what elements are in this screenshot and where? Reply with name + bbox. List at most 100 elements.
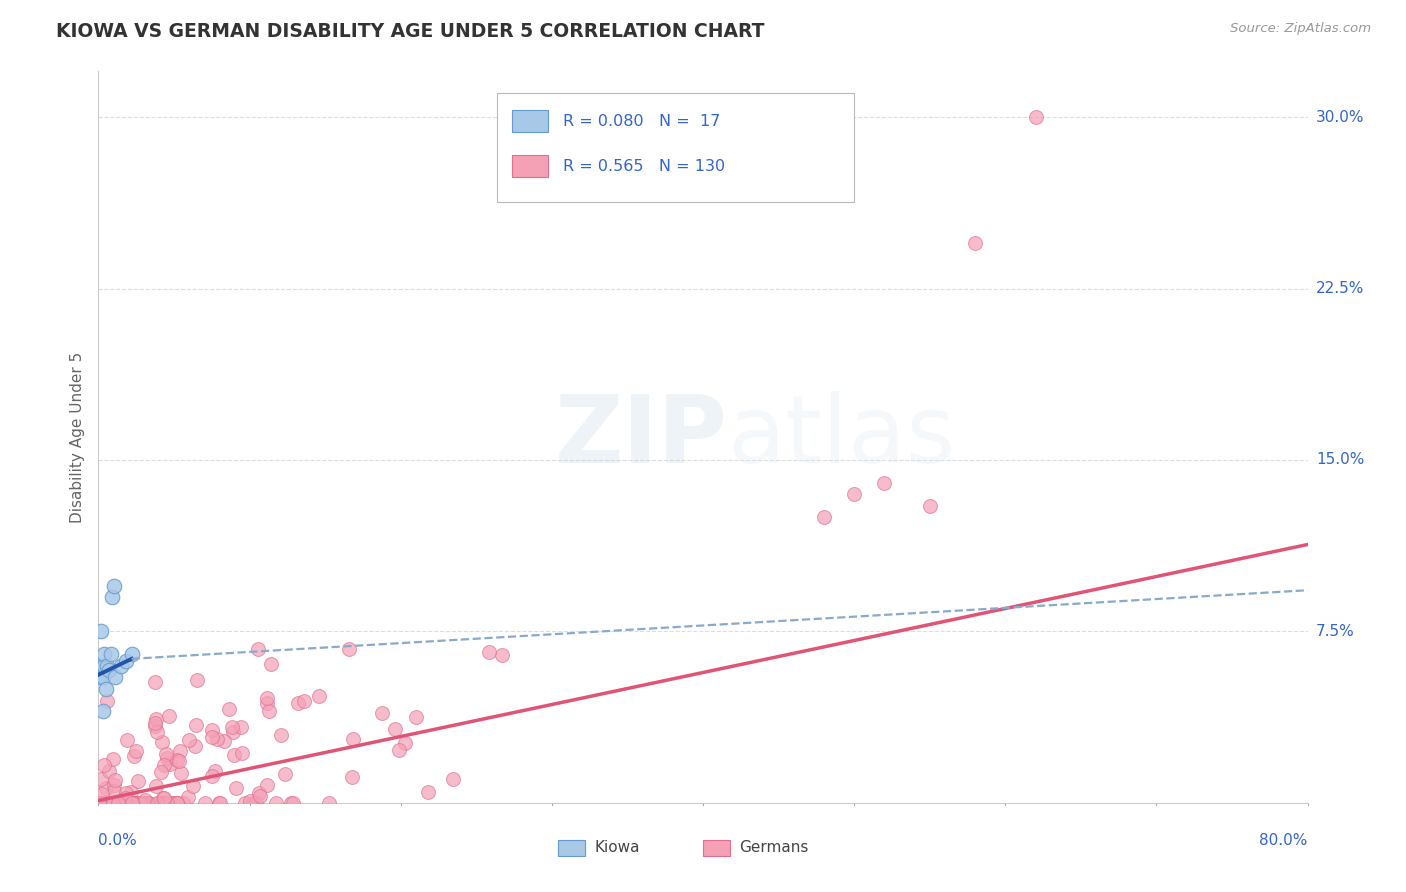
Point <box>93 658 115 673</box>
Text: 15.0%: 15.0% <box>1316 452 1364 467</box>
Point <box>170 765 193 780</box>
Point <box>156 796 179 810</box>
Point <box>177 790 200 805</box>
Point <box>256 690 278 705</box>
Point <box>405 710 427 724</box>
Point <box>146 796 169 810</box>
Point <box>94 796 117 810</box>
Point <box>94 681 117 696</box>
Point <box>280 796 302 810</box>
Point <box>132 796 155 810</box>
Point <box>125 744 148 758</box>
Point <box>166 796 188 810</box>
Point <box>160 796 183 810</box>
Text: Kiowa: Kiowa <box>595 840 640 855</box>
Point <box>134 793 156 807</box>
Point <box>134 796 156 810</box>
Point <box>204 764 226 778</box>
Point <box>112 792 135 806</box>
Point <box>93 796 115 810</box>
Point <box>221 720 243 734</box>
Point <box>145 779 167 793</box>
Text: 22.5%: 22.5% <box>1316 281 1364 296</box>
Text: 30.0%: 30.0% <box>1316 110 1364 125</box>
Point <box>965 235 987 250</box>
Point <box>150 764 173 779</box>
Point <box>104 772 127 787</box>
Point <box>172 796 194 810</box>
Point <box>478 645 501 659</box>
Point <box>201 731 224 745</box>
Point <box>115 733 138 747</box>
Point <box>153 790 176 805</box>
Point <box>283 796 305 810</box>
Point <box>97 764 120 778</box>
Point <box>184 718 207 732</box>
Point <box>292 694 315 708</box>
Point <box>135 796 157 810</box>
Point <box>91 787 114 801</box>
Point <box>844 487 866 501</box>
Point <box>127 796 149 810</box>
Point <box>918 499 941 513</box>
Point <box>257 704 280 718</box>
Point <box>150 796 173 810</box>
Point <box>103 579 125 593</box>
Point <box>156 750 179 764</box>
Point <box>90 624 112 639</box>
Text: Source: ZipAtlas.com: Source: ZipAtlas.com <box>1230 22 1371 36</box>
Point <box>201 769 224 783</box>
Point <box>121 647 143 661</box>
Point <box>166 753 188 767</box>
Point <box>103 752 125 766</box>
Point <box>169 744 191 758</box>
Point <box>146 725 169 739</box>
Point <box>222 725 245 739</box>
Point <box>155 747 177 761</box>
Point <box>138 796 160 810</box>
Point <box>153 796 176 810</box>
Point <box>101 590 124 604</box>
Point <box>145 712 167 726</box>
Point <box>150 735 173 749</box>
Point <box>129 796 152 810</box>
Point <box>104 670 127 684</box>
Point <box>121 796 143 810</box>
Point <box>96 781 118 796</box>
Point <box>208 796 231 810</box>
Point <box>225 781 247 796</box>
FancyBboxPatch shape <box>703 840 730 856</box>
Text: KIOWA VS GERMAN DISABILITY AGE UNDER 5 CORRELATION CHART: KIOWA VS GERMAN DISABILITY AGE UNDER 5 C… <box>56 22 765 41</box>
Y-axis label: Disability Age Under 5: Disability Age Under 5 <box>69 351 84 523</box>
Point <box>115 786 138 800</box>
Point <box>256 696 278 710</box>
Point <box>114 790 136 805</box>
Point <box>441 772 464 787</box>
Point <box>274 766 297 780</box>
Point <box>94 796 117 810</box>
Point <box>103 778 125 792</box>
Point <box>89 796 111 810</box>
Point <box>183 779 205 793</box>
Text: R = 0.565   N = 130: R = 0.565 N = 130 <box>562 159 725 174</box>
Point <box>152 796 174 810</box>
Point <box>136 796 159 810</box>
Point <box>96 658 118 673</box>
Point <box>143 716 166 731</box>
Point <box>160 796 183 810</box>
Point <box>249 789 271 803</box>
Point <box>143 675 166 690</box>
FancyBboxPatch shape <box>498 94 855 202</box>
Point <box>207 731 229 746</box>
Point <box>201 723 224 737</box>
Point <box>108 796 131 810</box>
Point <box>98 663 121 677</box>
Point <box>246 641 269 656</box>
Point <box>342 732 364 747</box>
Point <box>394 736 416 750</box>
Point <box>91 796 114 810</box>
Point <box>416 785 439 799</box>
Point <box>813 510 835 524</box>
Text: ZIP: ZIP <box>554 391 727 483</box>
Text: 80.0%: 80.0% <box>1260 833 1308 848</box>
